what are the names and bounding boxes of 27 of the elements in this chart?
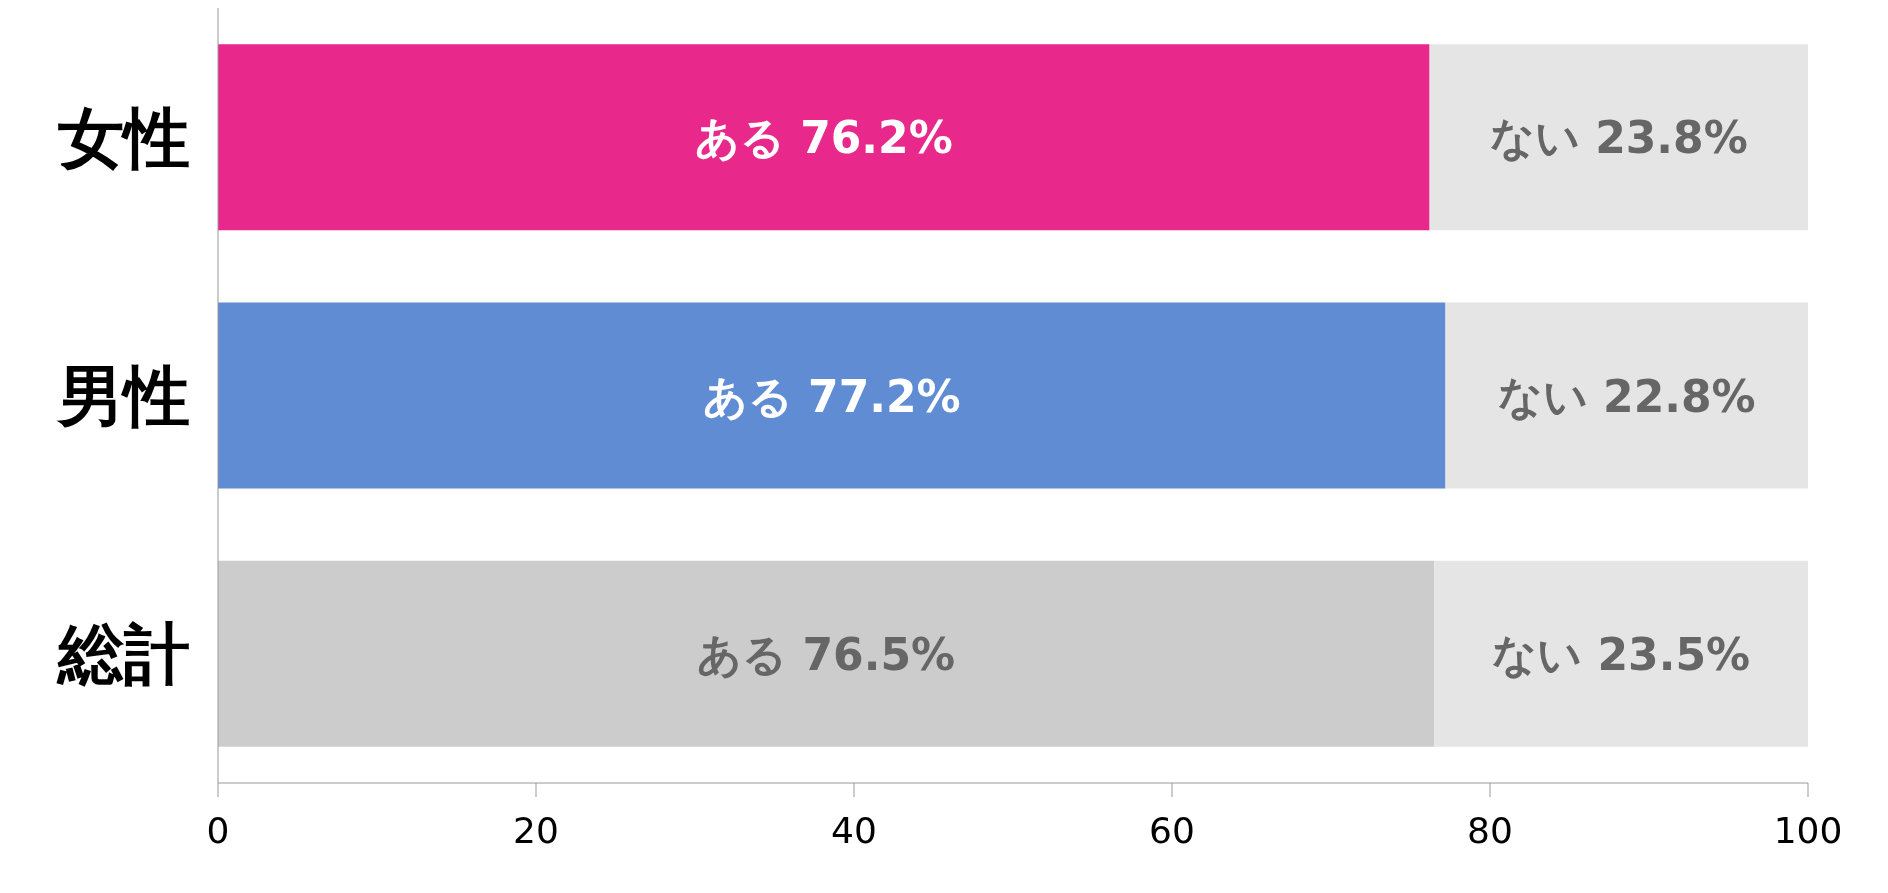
bar [218,44,1430,231]
y-tick-label: 男性 [56,357,190,435]
x-tick-label: 20 [513,809,559,851]
x-tick-label: 60 [1149,809,1195,851]
data-label: 23.5% [1597,628,1751,680]
bar [1445,302,1808,489]
y-tick-label: 女性 [57,99,190,177]
bar [1429,44,1808,231]
bar [1434,560,1808,747]
bar [218,302,1446,489]
x-tick-label: 80 [1467,809,1513,851]
y-tick-label: 総計 [56,616,190,694]
text: ない [1492,628,1583,680]
series-label: ある [694,111,801,163]
data-label: 76.5% [802,628,956,680]
data-label: 76.2% [800,111,953,163]
x-tick-label: 100 [1773,809,1843,851]
x-tick-label: 0 [206,809,230,851]
series-label: ない [1497,370,1604,421]
x-tick-label: 40 [831,809,877,851]
text: ない [1489,111,1580,163]
text: ある [702,370,793,421]
data-label: 22.8% [1603,370,1756,421]
bar [218,560,1435,747]
data-label: 77.2% [808,370,961,421]
data-label: 23.8% [1595,111,1748,163]
text: ある [697,628,788,680]
